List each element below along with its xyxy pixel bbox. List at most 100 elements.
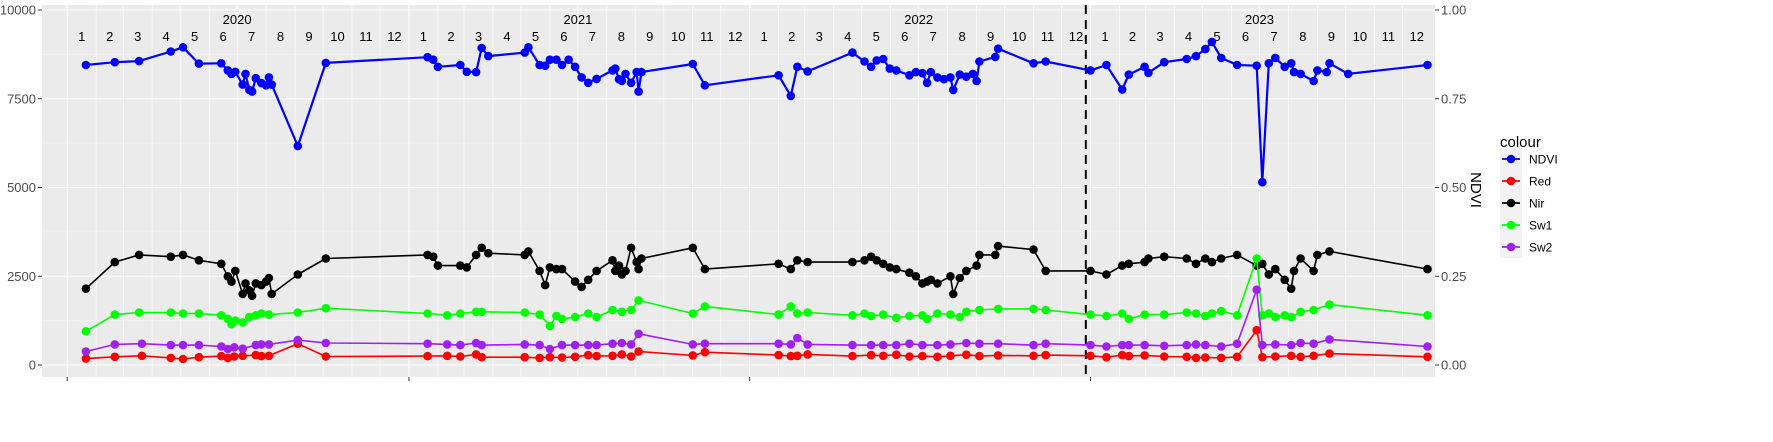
data-point [166,47,176,56]
data-point [423,351,432,361]
data-point [926,67,936,77]
data-point [247,87,257,96]
data-point [1264,270,1274,279]
data-point [905,268,914,278]
data-point [557,314,567,324]
data-point [993,44,1003,53]
legend-point [1506,198,1516,208]
data-point [1124,70,1134,79]
data-point [1102,60,1111,70]
data-point [462,67,472,77]
series-sw2 [81,285,1432,356]
data-point [535,353,544,363]
month-labels: 1 2 3 4 5 6 7 8 9 10 11 12 1 2 3 4 5 6 7 8 9 10 11 12 1 2 3 4 5 6 7 8 9 1… [78,29,1424,44]
data-point [231,316,240,325]
data-point [617,350,627,359]
data-point [264,273,274,283]
data-point [803,308,812,317]
data-point [872,56,881,65]
data-point [637,254,646,263]
data-point [137,351,147,361]
data-point [178,43,188,52]
data-point [592,312,601,322]
data-point [634,329,643,339]
data-point [1232,339,1242,349]
data-point [962,350,971,360]
data-point [293,308,303,317]
data-point [786,351,796,361]
data-point [688,340,698,349]
data-point [848,48,857,57]
data-point [972,261,981,270]
month-label: 3 [1156,29,1163,44]
data-point [217,259,226,269]
data-point [1286,312,1296,322]
data-point [1201,311,1210,321]
data-point [786,91,796,101]
data-point [137,339,147,349]
data-point [477,340,487,350]
data-point [688,309,698,318]
series-red [81,325,1432,364]
data-point [1264,309,1274,318]
data-point [1182,352,1191,362]
data-point [1325,349,1334,358]
data-point [477,243,487,253]
data-point [774,71,783,80]
data-point [1309,266,1318,276]
data-point [975,351,984,361]
right-tick-label: 0.25 [1441,269,1466,284]
data-point [993,351,1003,360]
series-nir [81,241,1432,301]
data-point [1322,67,1331,77]
data-point [81,327,91,336]
data-point [456,340,465,350]
year-labels: 2020 2021 2022 2023 [223,12,1274,27]
data-point [1029,304,1038,314]
data-point [442,340,452,349]
data-point [1232,352,1242,362]
data-point [1232,250,1242,260]
year-label: 2023 [1245,12,1274,27]
data-point [892,313,901,323]
data-point [955,312,965,322]
data-point [1232,311,1242,320]
month-label: 4 [1185,29,1192,44]
month-label: 5 [873,29,880,44]
data-point [1191,309,1201,318]
grid-major [42,5,1435,377]
data-point [1325,335,1334,344]
data-point [878,54,888,64]
data-point [540,280,550,290]
data-point [1325,300,1334,309]
data-point [570,277,580,286]
data-point [433,62,443,72]
data-point [557,353,567,362]
data-point [238,289,247,299]
data-point [918,68,927,78]
month-label: 9 [646,29,653,44]
left-tick-label: 7500 [7,91,36,106]
data-point [634,347,643,356]
data-point [774,350,783,360]
data-point [1144,254,1153,263]
data-point [1258,177,1267,187]
legend-label: Nir [1529,197,1544,211]
series-ndvi [81,37,1432,187]
data-point [905,352,914,361]
data-point [238,80,247,89]
data-point [1289,266,1299,276]
data-point [583,340,593,350]
data-point [1201,44,1210,54]
data-point [293,270,303,279]
data-point [81,60,91,70]
data-point [946,351,955,361]
data-point [1029,340,1038,350]
data-point [962,338,971,348]
left-tick-label: 10000 [0,3,36,18]
data-point [1159,352,1169,361]
data-point [535,310,544,319]
data-point [251,73,261,83]
data-point [1201,340,1210,350]
data-point [238,318,247,327]
